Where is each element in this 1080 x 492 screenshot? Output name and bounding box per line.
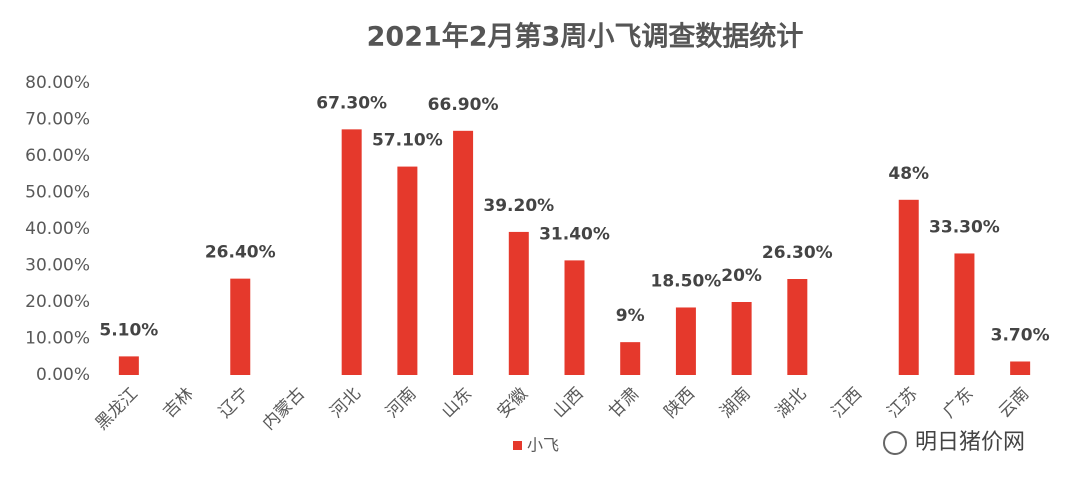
value-label: 26.30% bbox=[762, 243, 833, 263]
bar bbox=[954, 253, 975, 375]
value-label: 5.10% bbox=[99, 320, 158, 340]
watermark-icon bbox=[883, 431, 907, 455]
value-label: 3.70% bbox=[991, 325, 1050, 345]
bar bbox=[118, 356, 139, 375]
bar bbox=[453, 130, 474, 375]
value-label: 26.40% bbox=[205, 243, 276, 263]
value-label: 18.50% bbox=[651, 271, 722, 291]
y-tick-label: 20.00% bbox=[25, 292, 90, 312]
y-tick-label: 70.00% bbox=[25, 110, 90, 130]
value-label: 33.30% bbox=[929, 217, 1000, 237]
y-tick-label: 60.00% bbox=[25, 146, 90, 166]
bar bbox=[620, 342, 641, 375]
value-label: 66.90% bbox=[428, 95, 499, 115]
y-tick-label: 50.00% bbox=[25, 183, 90, 203]
watermark-group: 明日猪价网 bbox=[883, 430, 1025, 455]
value-label: 57.10% bbox=[372, 131, 443, 151]
bar bbox=[508, 231, 529, 375]
bar bbox=[731, 302, 752, 375]
bar bbox=[564, 260, 585, 375]
y-tick-label: 40.00% bbox=[25, 219, 90, 239]
legend-label: 小飞 bbox=[527, 436, 559, 455]
y-tick-label: 0.00% bbox=[36, 365, 90, 385]
bar bbox=[1010, 361, 1031, 375]
y-tick-label: 30.00% bbox=[25, 256, 90, 276]
value-label: 48% bbox=[888, 164, 929, 184]
y-tick-label: 80.00% bbox=[25, 73, 90, 93]
bar bbox=[397, 166, 418, 375]
legend-swatch bbox=[513, 441, 522, 450]
bar bbox=[230, 278, 251, 375]
value-label: 20% bbox=[721, 266, 762, 286]
bar bbox=[787, 279, 808, 375]
value-label: 39.20% bbox=[483, 196, 554, 216]
bar bbox=[675, 307, 696, 375]
value-label: 67.30% bbox=[316, 93, 387, 113]
y-tick-label: 10.00% bbox=[25, 329, 90, 349]
bar bbox=[898, 199, 919, 375]
bar bbox=[341, 129, 362, 375]
chart-title: 2021年2月第3周小飞调查数据统计 bbox=[367, 21, 804, 53]
value-label: 9% bbox=[616, 306, 645, 326]
watermark: 明日猪价网 bbox=[915, 430, 1025, 455]
value-label: 31.40% bbox=[539, 224, 610, 244]
